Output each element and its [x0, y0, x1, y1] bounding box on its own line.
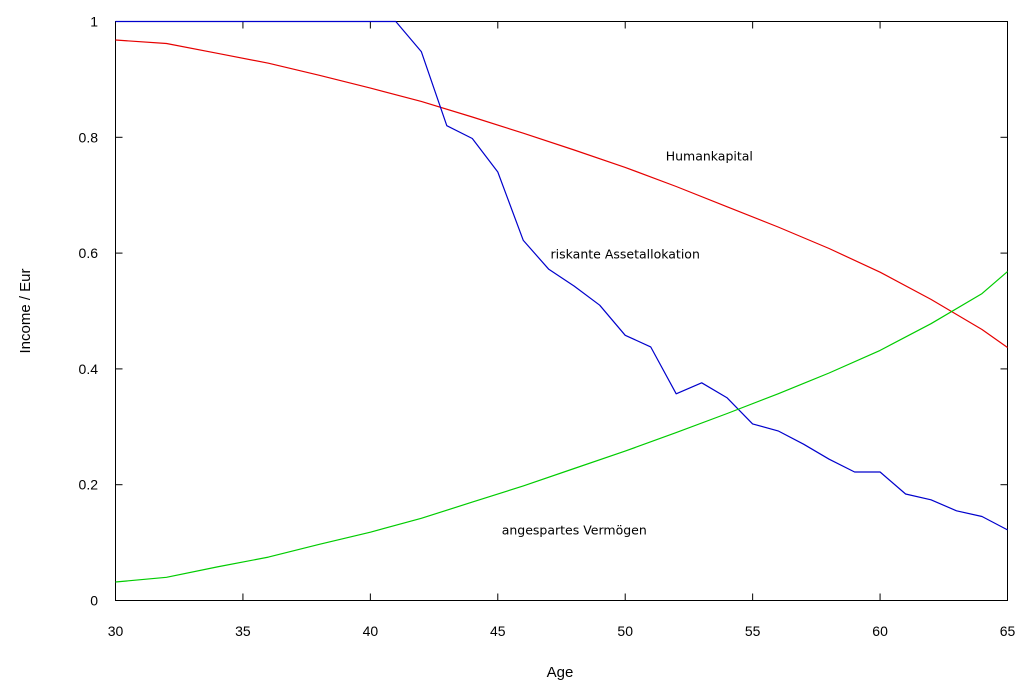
y-tick-label: 0.2 — [79, 477, 99, 493]
x-tick-label: 50 — [617, 623, 633, 639]
x-tick-label: 45 — [490, 623, 506, 639]
x-tick-label: 65 — [1000, 623, 1016, 639]
x-tick-label: 40 — [363, 623, 379, 639]
x-axis-title: Age — [547, 664, 574, 681]
series-annotation-label: riskante Assetallokation — [551, 246, 700, 261]
y-tick-label: 0 — [90, 593, 98, 609]
x-tick-label: 35 — [235, 623, 251, 639]
y-tick-label: 0.8 — [79, 129, 99, 145]
x-tick-label: 60 — [872, 623, 888, 639]
y-axis: 0 0.2 0.4 0.6 0.8 1 — [79, 14, 1008, 609]
annotation-layer: Humankapital riskante Assetallokation ange… — [502, 148, 753, 537]
series-line-riskante-assetallokation — [115, 20, 1008, 531]
series-annotation-label: angespartes Vermögen — [502, 522, 647, 537]
series-line-angespartes-verm-gen — [115, 271, 1008, 583]
y-tick-label: 1 — [90, 14, 98, 30]
series-layer — [115, 20, 1008, 583]
x-axis: 30 35 40 45 50 55 60 65 — [108, 21, 1016, 639]
series-line-humankapital — [115, 39, 1008, 348]
y-axis-title: Income / Eur — [17, 268, 34, 353]
x-tick-label: 30 — [108, 623, 124, 639]
series-annotation-label: Humankapital — [666, 148, 753, 163]
x-tick-label: 55 — [745, 623, 761, 639]
y-tick-label: 0.4 — [79, 361, 99, 377]
plot-frame — [115, 21, 1008, 601]
y-tick-label: 0.6 — [79, 245, 99, 261]
